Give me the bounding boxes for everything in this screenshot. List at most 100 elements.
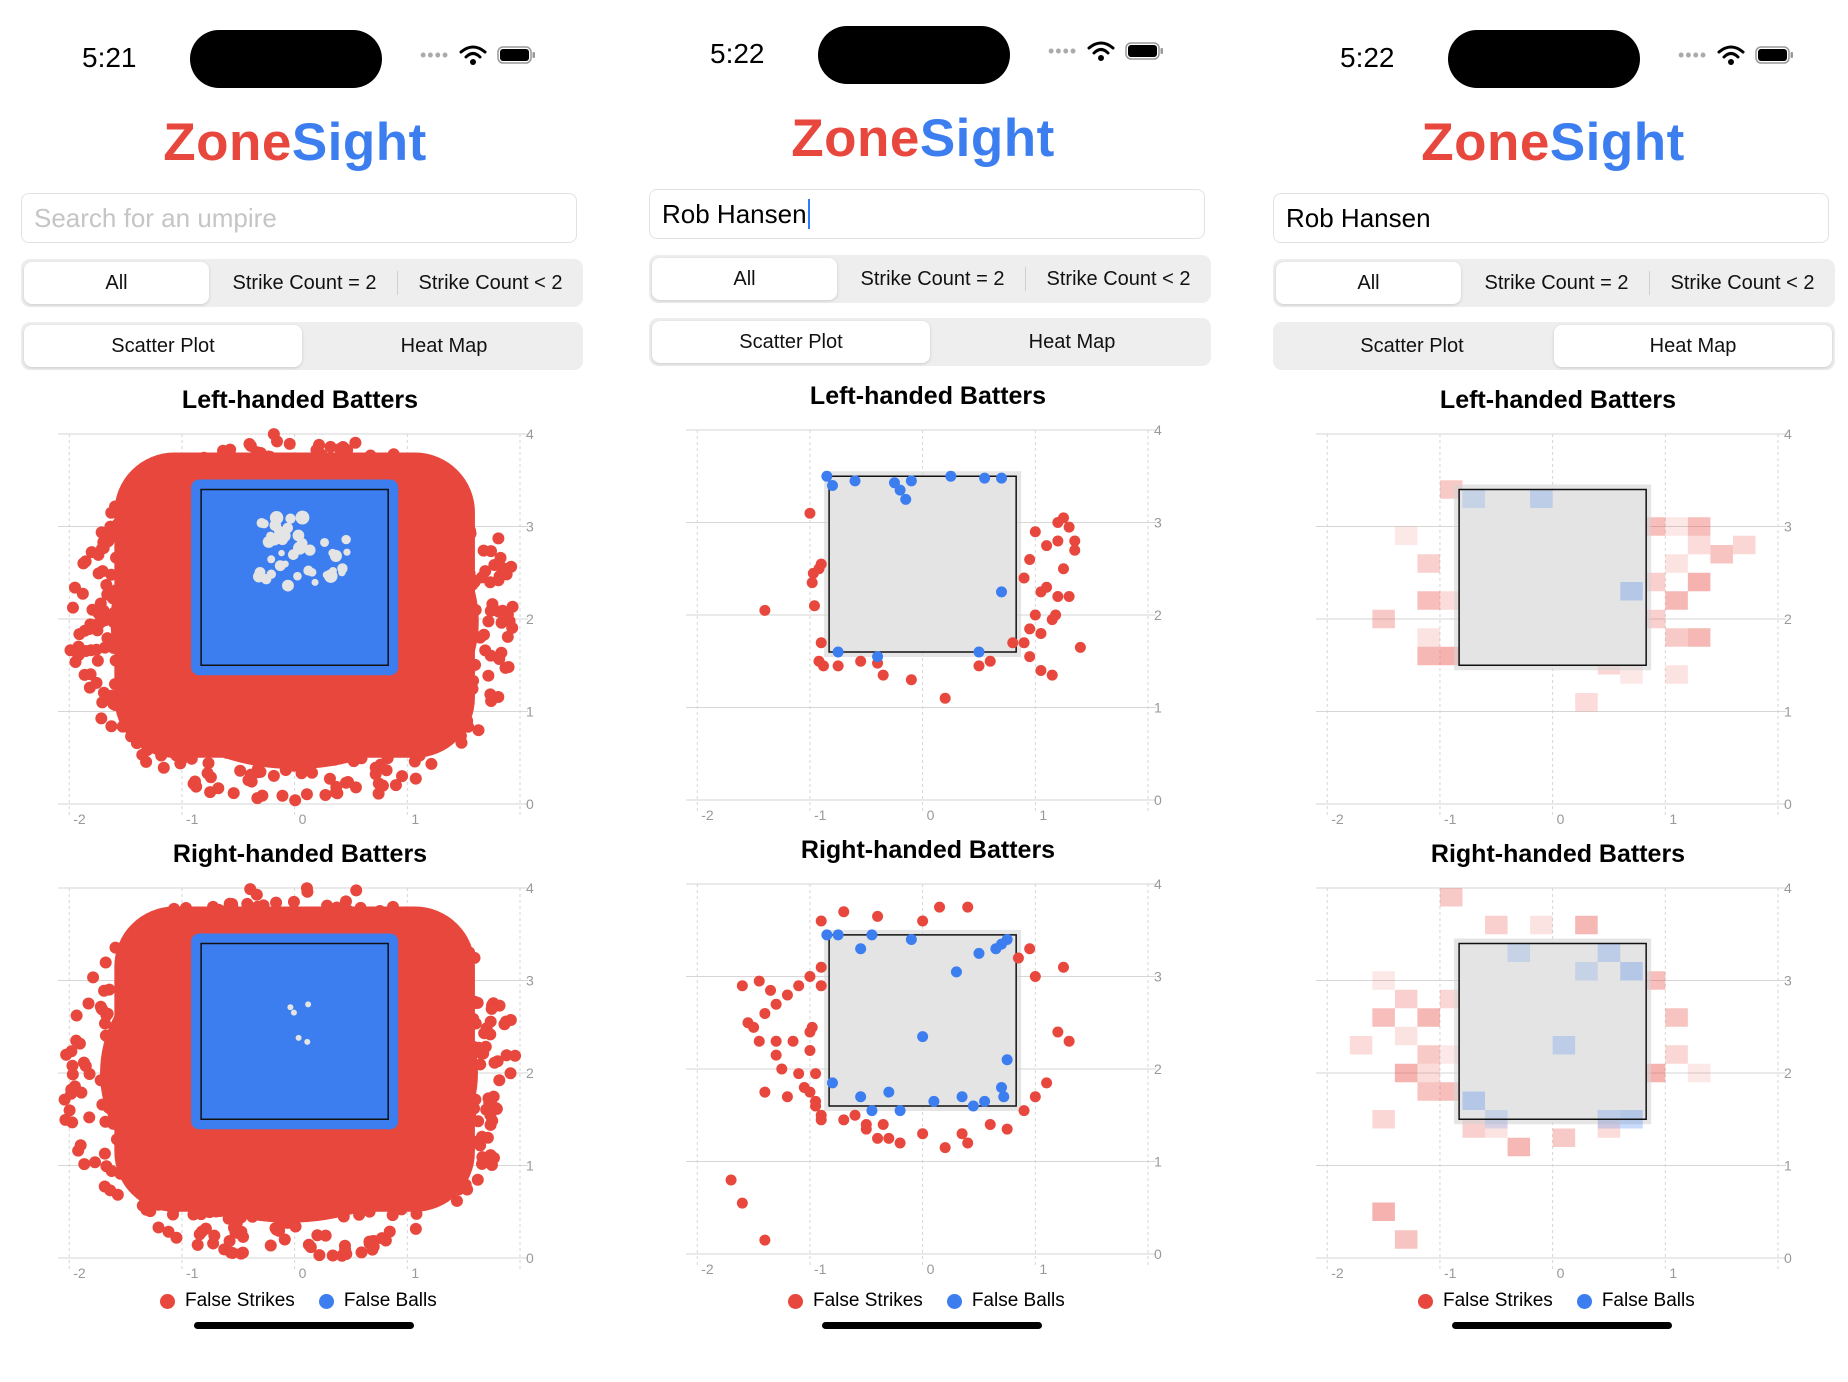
- false-strike-point: [171, 726, 184, 739]
- false-strike-point: [193, 743, 206, 756]
- chart-svg-left-handed: -2 -1 0 1 0 1 2 3 4: [686, 422, 1162, 823]
- false-strike-point: [165, 745, 178, 758]
- search-input[interactable]: Rob Hansen: [1273, 193, 1829, 243]
- false-strike-point: [187, 1208, 200, 1221]
- false-strike-point: [1052, 535, 1064, 547]
- false-ball-cell: [1575, 962, 1598, 981]
- false-strike-point: [206, 917, 219, 930]
- chart-title-right-handed: Right-handed Batters: [1430, 840, 1686, 868]
- view-mode-toggle-option-heat-map[interactable]: Heat Map: [1554, 325, 1832, 367]
- false-strike-point: [104, 529, 117, 542]
- false-ball-point: [979, 472, 991, 484]
- false-strike-point: [223, 1234, 236, 1247]
- false-strike-point: [463, 665, 476, 678]
- false-strike-point: [244, 883, 257, 896]
- false-strike-point: [301, 885, 314, 898]
- false-strike-point: [387, 900, 400, 913]
- strike-count-filter-option-all[interactable]: All: [652, 258, 837, 300]
- view-mode-toggle-option-scatter-plot[interactable]: Scatter Plot: [1360, 334, 1464, 357]
- false-strike-point: [493, 652, 506, 665]
- view-mode-toggle-option-scatter-plot[interactable]: Scatter Plot: [24, 325, 302, 367]
- false-strike-point: [66, 1059, 79, 1072]
- false-strike-point: [87, 971, 100, 984]
- false-strike-point: [815, 980, 827, 992]
- false-strike-point: [171, 1194, 184, 1207]
- strike-count-filter-option-strike-count-2[interactable]: Strike Count = 2: [232, 271, 377, 294]
- false-strike-point: [72, 1144, 85, 1157]
- false-strike-point: [412, 722, 425, 735]
- false-ball-point: [832, 929, 844, 941]
- false-strike-cell: [1372, 609, 1395, 629]
- chart-svg-right-handed: -2 -1 0 1 0 1 2 3 4: [58, 880, 534, 1281]
- false-strike-point: [956, 1128, 968, 1140]
- false-strike-point: [486, 1114, 499, 1127]
- false-strike-point: [321, 899, 334, 912]
- false-strike-point: [123, 989, 136, 1002]
- false-strike-cell: [1732, 535, 1756, 555]
- false-strike-point: [72, 640, 85, 653]
- false-strike-point: [368, 465, 381, 478]
- view-mode-toggle-option-heat-map[interactable]: Heat Map: [400, 334, 488, 357]
- false-strike-point: [119, 618, 132, 631]
- strike-count-filter-option-strike-count-2[interactable]: Strike Count = 2: [1484, 271, 1629, 294]
- x-tick-label: 0: [299, 1265, 307, 1281]
- x-tick-label: 0: [927, 807, 935, 823]
- false-strike-point: [306, 766, 319, 779]
- strike-count-filter-option-strike-count-2[interactable]: Strike Count = 2: [860, 267, 1005, 290]
- false-strike-point: [66, 1068, 79, 1081]
- legend-false-strikes-label: False Strikes: [813, 1290, 923, 1311]
- view-mode-toggle[interactable]: Scatter Plot Heat Map: [21, 322, 583, 370]
- false-strike-point: [441, 499, 454, 512]
- false-strike-point: [461, 622, 474, 635]
- false-strike-point: [79, 1059, 92, 1072]
- false-strike-point: [207, 900, 220, 913]
- false-strike-point: [392, 920, 405, 933]
- false-strike-point: [499, 661, 512, 674]
- x-tick-label: -1: [814, 1261, 827, 1277]
- x-tick-label: -1: [186, 811, 199, 827]
- legend-false-strikes-marker: [160, 1293, 175, 1309]
- chart-legend: False Strikes False Balls: [788, 1290, 1065, 1312]
- false-strike-point: [264, 1239, 277, 1252]
- false-strike-point: [347, 755, 360, 768]
- view-mode-toggle-option-heat-map[interactable]: Heat Map: [1028, 330, 1116, 353]
- zone-gap: [303, 565, 314, 576]
- strike-count-filter-option-all[interactable]: All: [1276, 262, 1461, 304]
- search-input[interactable]: Rob Hansen: [649, 189, 1205, 239]
- false-strike-point: [286, 923, 299, 936]
- view-mode-toggle-option-scatter-plot[interactable]: Scatter Plot: [652, 321, 930, 363]
- false-strike-point: [202, 757, 215, 770]
- y-tick-label: 1: [526, 1158, 534, 1174]
- false-strike-point: [289, 1220, 302, 1233]
- false-strike-point: [1063, 521, 1075, 533]
- false-strike-point: [83, 1111, 96, 1124]
- strike-count-filter[interactable]: All Strike Count = 2 Strike Count < 2: [649, 255, 1211, 303]
- strike-count-filter[interactable]: All Strike Count = 2 Strike Count < 2: [1273, 259, 1835, 307]
- x-tick-label: 1: [411, 811, 419, 827]
- false-strike-point: [770, 1035, 782, 1047]
- strike-count-filter[interactable]: All Strike Count = 2 Strike Count < 2: [21, 259, 583, 307]
- false-strike-point: [246, 1210, 259, 1223]
- false-strike-point: [156, 520, 169, 533]
- strike-count-filter-option-all[interactable]: All: [24, 262, 209, 304]
- false-strike-point: [94, 616, 107, 629]
- strike-count-filter-option-strike-count-2[interactable]: Strike Count < 2: [1670, 271, 1815, 294]
- false-ball-point: [821, 470, 833, 482]
- search-input[interactable]: Search for an umpire: [21, 193, 577, 243]
- false-strike-point: [1035, 665, 1047, 676]
- false-strike-point: [150, 507, 163, 520]
- view-mode-toggle[interactable]: Scatter Plot Heat Map: [1273, 322, 1835, 370]
- status-icons: ••••: [1048, 40, 1165, 62]
- false-strike-point: [385, 740, 398, 753]
- false-strike-point: [395, 1203, 408, 1216]
- app-title-zone: Zone: [791, 109, 920, 168]
- false-strike-point: [425, 757, 438, 770]
- false-strike-point: [191, 1238, 204, 1251]
- phone-screen-1: 5:21 •••• ZoneSight Search for an umpire All…: [0, 0, 590, 1382]
- strike-count-filter-option-strike-count-2[interactable]: Strike Count < 2: [1046, 267, 1191, 290]
- false-ball-point: [900, 493, 912, 505]
- false-strike-point: [188, 775, 201, 788]
- false-strike-point: [115, 1147, 128, 1160]
- strike-count-filter-option-strike-count-2[interactable]: Strike Count < 2: [418, 271, 563, 294]
- view-mode-toggle[interactable]: Scatter Plot Heat Map: [649, 318, 1211, 366]
